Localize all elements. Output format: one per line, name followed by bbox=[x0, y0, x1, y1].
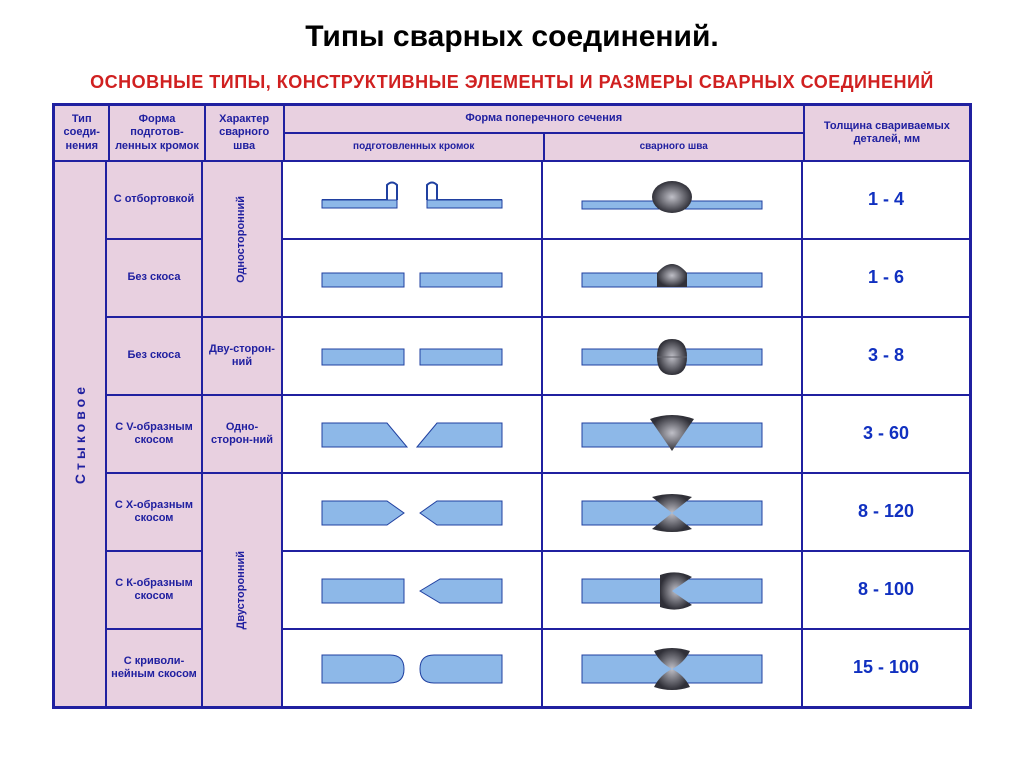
char-one-sided-short: Одно-сторон-ний bbox=[202, 395, 282, 473]
thickness-cell: 1 - 4 bbox=[802, 161, 970, 239]
table-body: Стыковое С отбортовкой Без скоса Односто… bbox=[54, 161, 970, 707]
thickness-cell: 15 - 100 bbox=[802, 629, 970, 707]
char-one-sided: Односторонний bbox=[202, 161, 282, 317]
header-row: Тип соеди-нения Форма подготов-ленных кр… bbox=[54, 105, 970, 161]
weld-diagram bbox=[542, 395, 802, 473]
type-label-cell: Стыковое bbox=[54, 161, 106, 707]
weld-diagram bbox=[542, 317, 802, 395]
thickness-cell: 8 - 100 bbox=[802, 551, 970, 629]
weld-joint-table: Тип соеди-нения Форма подготов-ленных кр… bbox=[52, 103, 972, 709]
header-type: Тип соеди-нения bbox=[54, 105, 109, 161]
weld-diagram bbox=[542, 551, 802, 629]
char-two-sided: Дву-сторон-ний bbox=[202, 317, 282, 395]
subtitle: ОСНОВНЫЕ ТИПЫ, КОНСТРУКТИВНЫЕ ЭЛЕМЕНТЫ И… bbox=[0, 64, 1024, 103]
prep-diagram bbox=[282, 395, 542, 473]
table-row: Без скоса bbox=[106, 239, 202, 317]
page-title: Типы сварных соединений. bbox=[0, 0, 1024, 64]
weld-diagram bbox=[542, 239, 802, 317]
header-cross-section: Форма поперечного сечения bbox=[284, 105, 804, 133]
table-row: С отбортовкой bbox=[106, 161, 202, 239]
header-weld-seam: сварного шва bbox=[544, 133, 804, 161]
prep-diagram bbox=[282, 317, 542, 395]
table-row: Без скоса Дву-сторон-ний 3 bbox=[106, 317, 970, 395]
table-row: С К-образным скосом bbox=[106, 551, 202, 629]
thickness-cell: 1 - 6 bbox=[802, 239, 970, 317]
table-row: С V-образным скосом Одно-сторон-ний 3 - bbox=[106, 395, 970, 473]
weld-diagram bbox=[542, 161, 802, 239]
form-label: С отбортовкой bbox=[106, 161, 202, 239]
prep-diagram bbox=[282, 239, 542, 317]
table-row: С криволи-нейным скосом bbox=[106, 629, 202, 707]
prep-diagram bbox=[282, 473, 542, 551]
thickness-cell: 3 - 8 bbox=[802, 317, 970, 395]
form-label: С криволи-нейным скосом bbox=[106, 629, 202, 707]
header-char: Характер сварного шва bbox=[205, 105, 284, 161]
form-label: С К-образным скосом bbox=[106, 551, 202, 629]
header-thickness: Толщина свариваемых деталей, мм bbox=[804, 105, 970, 161]
form-label: Без скоса bbox=[106, 239, 202, 317]
weld-diagram bbox=[542, 473, 802, 551]
thickness-cell: 8 - 120 bbox=[802, 473, 970, 551]
header-prep-edges: подготовленных кромок bbox=[284, 133, 544, 161]
table-row: С Х-образным скосом bbox=[106, 473, 202, 551]
prep-diagram bbox=[282, 551, 542, 629]
type-label: Стыковое bbox=[72, 383, 89, 484]
thickness-cell: 3 - 60 bbox=[802, 395, 970, 473]
char-two-sided-v: Двусторонний bbox=[202, 473, 282, 707]
form-label: Без скоса bbox=[106, 317, 202, 395]
form-label: С Х-образным скосом bbox=[106, 473, 202, 551]
header-form: Форма подготов-ленных кромок bbox=[109, 105, 204, 161]
form-label: С V-образным скосом bbox=[106, 395, 202, 473]
prep-diagram bbox=[282, 629, 542, 707]
prep-diagram bbox=[282, 161, 542, 239]
weld-diagram bbox=[542, 629, 802, 707]
